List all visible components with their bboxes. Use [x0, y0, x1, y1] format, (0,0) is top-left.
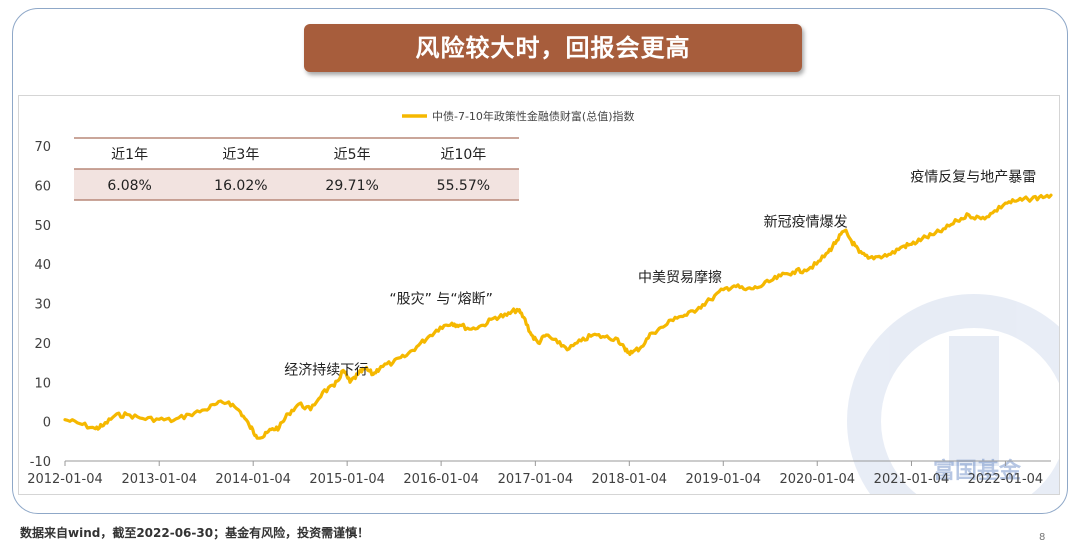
footnote: 数据来自wind，截至2022-06-30；基金有风险，投资需谨慎！	[20, 526, 370, 540]
table-header-cell: 近1年	[111, 147, 148, 163]
watermark-logo	[847, 294, 1059, 494]
series-line	[63, 193, 1053, 440]
x-tick-label: 2022-01-04	[968, 472, 1044, 487]
annotation-label: 经济持续下行	[284, 361, 368, 378]
watermark-ring	[847, 294, 1059, 494]
chart-panel: 富国基金 中债-7-10年政策性金融债财富(总值)指数 -10 0 10 20 30 40 50…	[18, 95, 1060, 495]
x-tick-label: 2019-01-04	[685, 472, 761, 487]
watermark-bar	[949, 336, 999, 466]
x-tick-label: 2015-01-04	[309, 472, 385, 487]
y-tick-label: 60	[34, 179, 51, 194]
annotation-label: 新冠疫情爆发	[764, 215, 848, 231]
table-header-cell: 近5年	[334, 147, 371, 163]
page-number: 8	[1039, 532, 1046, 543]
line-chart: 富国基金 中债-7-10年政策性金融债财富(总值)指数 -10 0 10 20 30 40 50…	[27, 109, 1059, 494]
annotation-label: 疫情反复与地产暴雷	[910, 168, 1036, 185]
watermark-text: 富国基金	[933, 458, 1022, 484]
annotation-label: 中美贸易摩擦	[638, 269, 722, 286]
table-header-cell: 近3年	[222, 147, 259, 163]
table-value-cell: 16.02%	[214, 178, 267, 194]
annotation-label: “股灾” 与“熔断”	[389, 291, 492, 308]
x-tick-label: 2020-01-04	[779, 472, 855, 487]
x-tick-label: 2017-01-04	[498, 472, 574, 487]
table-value-cell: 55.57%	[437, 178, 490, 194]
y-tick-label: 30	[34, 298, 51, 313]
legend-label: 中债-7-10年政策性金融债财富(总值)指数	[432, 109, 635, 123]
y-tick-label: 0	[43, 416, 51, 431]
y-tick-label: 10	[34, 376, 51, 391]
x-tick-label: 2013-01-04	[121, 472, 197, 487]
table-value-cell: 6.08%	[107, 178, 151, 194]
x-tick-label: 2012-01-04	[27, 472, 103, 487]
table-header-cell: 近10年	[440, 147, 486, 163]
table-value-row-bg	[74, 169, 519, 200]
y-tick-label: 40	[34, 258, 51, 273]
table-value-cell: 29.71%	[325, 178, 378, 194]
x-tick-label: 2014-01-04	[215, 472, 291, 487]
slide-title-banner: 风险较大时，回报会更高	[304, 24, 802, 72]
x-tick-label: 2018-01-04	[592, 472, 668, 487]
y-tick-label: 20	[34, 337, 51, 352]
y-tick-label: 70	[34, 140, 51, 155]
x-tick-label: 2016-01-04	[403, 472, 479, 487]
y-tick-label: -10	[30, 455, 51, 470]
x-tick-label: 2021-01-04	[874, 472, 950, 487]
y-tick-label: 50	[34, 219, 51, 234]
